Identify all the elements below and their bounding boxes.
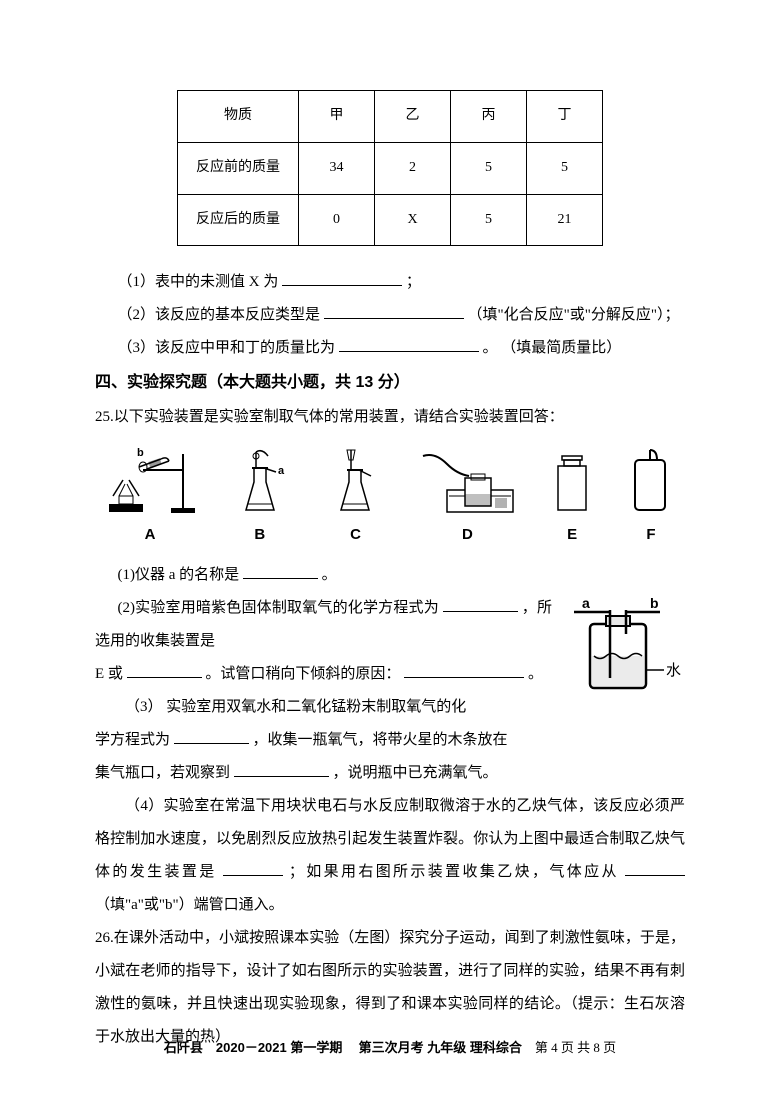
q25-s1: (1)仪器 a 的名称是 。 xyxy=(95,559,685,592)
q25-s3c: 集气瓶口，若观察到 ，说明瓶中已充满氧气。 xyxy=(95,757,685,790)
fill-blank[interactable] xyxy=(127,661,202,678)
apparatus-e: E xyxy=(548,446,596,551)
text: 。 xyxy=(322,567,337,583)
q24-part3: （3）该反应中甲和丁的质量比为 。 （填最简质量比） xyxy=(95,332,685,365)
footer-county: 石阡县 xyxy=(164,1040,203,1055)
apparatus-label: E xyxy=(567,518,577,551)
table-cell: 5 xyxy=(527,142,603,194)
table-row: 反应后的质量 0 X 5 21 xyxy=(178,194,603,246)
table-cell: 21 xyxy=(527,194,603,246)
text: （2）该反应的基本反应类型是 xyxy=(118,307,321,323)
text: (1)仪器 a 的名称是 xyxy=(118,567,240,583)
apparatus-c-icon xyxy=(325,446,387,518)
text: （1）表中的未测值 X 为 xyxy=(118,274,279,290)
mass-table: 物质 甲 乙 丙 丁 反应前的质量 34 2 5 5 反应后的质量 0 X 5 … xyxy=(177,90,603,246)
text: （3）该反应中甲和丁的质量比为 xyxy=(118,340,336,356)
svg-text:水: 水 xyxy=(666,662,681,679)
apparatus-row: b A a xyxy=(105,446,675,551)
apparatus-d-icon xyxy=(417,446,517,518)
q25-s3b: 学方程式为 ，收集一瓶氧气，将带火星的木条放在 xyxy=(95,724,685,757)
svg-text:b: b xyxy=(137,447,144,459)
table-row: 物质 甲 乙 丙 丁 xyxy=(178,91,603,143)
fill-blank[interactable] xyxy=(223,859,283,876)
svg-text:a: a xyxy=(278,465,285,477)
exam-page: 物质 甲 乙 丙 丁 反应前的质量 34 2 5 5 反应后的质量 0 X 5 … xyxy=(0,0,780,1105)
text: （填"化合反应"或"分解反应"）； xyxy=(468,307,680,323)
fill-blank[interactable] xyxy=(404,661,524,678)
table-cell: 0 xyxy=(299,194,375,246)
table-row: 反应前的质量 34 2 5 5 xyxy=(178,142,603,194)
text: 。试管口稍向下倾斜的原因： xyxy=(205,666,400,682)
text: （填"a"或"b"）端管口通入。 xyxy=(95,897,284,913)
footer-page: 第 4 页 共 8 页 xyxy=(535,1040,616,1055)
apparatus-label: C xyxy=(350,518,361,551)
footer-year: 2020－2021 第一学期 xyxy=(216,1040,342,1055)
gas-collect-diagram: a b 水 xyxy=(560,594,685,715)
table-cell: 2 xyxy=(375,142,451,194)
table-cell: 5 xyxy=(451,142,527,194)
fill-blank[interactable] xyxy=(443,595,518,612)
fill-blank[interactable] xyxy=(243,562,318,579)
section-4-title: 四、实验探究题（本大题共小题，共 13 分） xyxy=(95,365,685,400)
table-cell: X xyxy=(375,194,451,246)
apparatus-c: C xyxy=(325,446,387,551)
fill-blank[interactable] xyxy=(282,269,402,286)
table-cell: 反应后的质量 xyxy=(178,194,299,246)
apparatus-e-icon xyxy=(548,446,596,518)
apparatus-label: D xyxy=(462,518,473,551)
text: (2)实验室用暗紫色固体制取氧气的化学方程式为 xyxy=(118,600,439,616)
apparatus-f-icon xyxy=(627,446,675,518)
apparatus-d: D xyxy=(417,446,517,551)
fill-blank[interactable] xyxy=(174,727,249,744)
page-footer: 石阡县 2020－2021 第一学期 第三次月考 九年级 理科综合 第 4 页 … xyxy=(0,1034,780,1063)
text: 。 （填最简质量比） xyxy=(483,340,622,356)
text: ，说明瓶中已充满氧气。 xyxy=(333,765,498,781)
text: ；如果用右图所示装置收集乙炔，气体应从 xyxy=(289,864,619,880)
text: E 或 xyxy=(95,666,123,682)
text: 学方程式为 xyxy=(95,732,170,748)
table-cell: 反应前的质量 xyxy=(178,142,299,194)
svg-text:b: b xyxy=(650,595,659,611)
table-cell: 34 xyxy=(299,142,375,194)
table-cell: 物质 xyxy=(178,91,299,143)
svg-text:a: a xyxy=(582,595,590,611)
text: 集气瓶口，若观察到 xyxy=(95,765,230,781)
apparatus-a-icon: b xyxy=(105,446,195,518)
apparatus-a: b A xyxy=(105,446,195,551)
text: 。 xyxy=(528,666,543,682)
apparatus-label: F xyxy=(646,518,655,551)
text: ，收集一瓶氧气，将带火星的木条放在 xyxy=(253,732,508,748)
q25-intro: 25.以下实验装置是实验室制取气体的常用装置，请结合实验装置回答： xyxy=(95,401,685,434)
table-cell: 丙 xyxy=(451,91,527,143)
apparatus-f: F xyxy=(627,446,675,551)
apparatus-label: A xyxy=(145,518,156,551)
q25-s4: （4）实验室在常温下用块状电石与水反应制取微溶于水的乙炔气体，该反应必须严格控制… xyxy=(95,790,685,922)
fill-blank[interactable] xyxy=(324,302,464,319)
text: ； xyxy=(406,274,421,290)
table-cell: 甲 xyxy=(299,91,375,143)
apparatus-b-icon: a xyxy=(226,446,294,518)
table-cell: 丁 xyxy=(527,91,603,143)
fill-blank[interactable] xyxy=(234,760,329,777)
fill-blank[interactable] xyxy=(625,859,685,876)
apparatus-b: a B xyxy=(226,446,294,551)
fill-blank[interactable] xyxy=(339,335,479,352)
table-cell: 乙 xyxy=(375,91,451,143)
apparatus-label: B xyxy=(254,518,265,551)
table-cell: 5 xyxy=(451,194,527,246)
q24-part2: （2）该反应的基本反应类型是 （填"化合反应"或"分解反应"）； xyxy=(95,299,685,332)
q24-part1: （1）表中的未测值 X 为 ； xyxy=(95,266,685,299)
footer-exam: 第三次月考 九年级 理科综合 xyxy=(359,1040,522,1055)
